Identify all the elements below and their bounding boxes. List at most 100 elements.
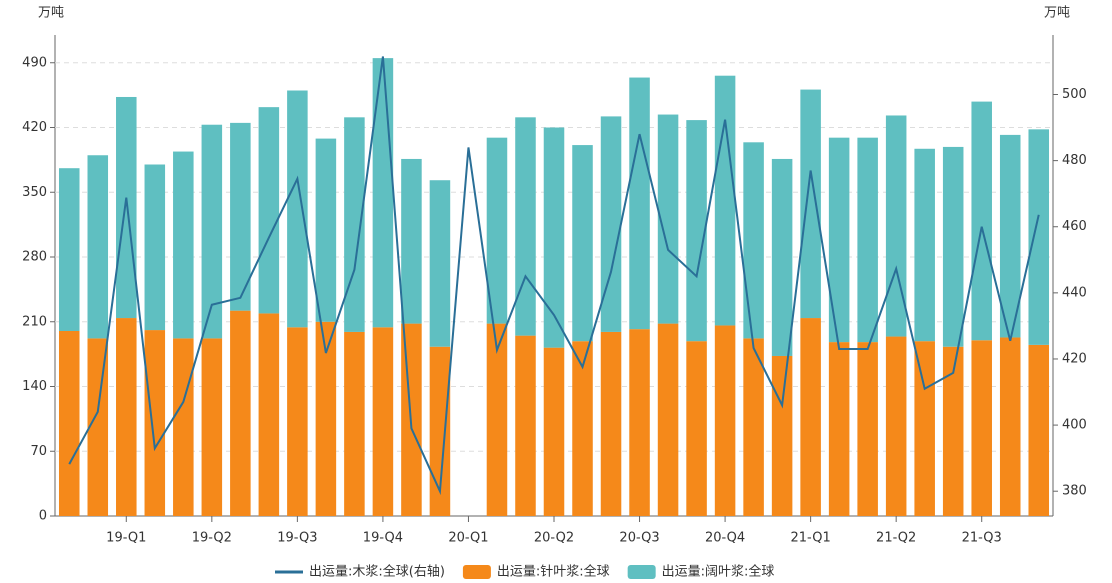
bar bbox=[885, 336, 907, 516]
bar bbox=[173, 151, 194, 339]
legend-swatch bbox=[627, 565, 656, 579]
bar bbox=[315, 138, 337, 322]
bar bbox=[230, 122, 251, 311]
y2-tick-label: 480 bbox=[1062, 153, 1087, 168]
legend-swatch bbox=[462, 565, 491, 579]
bar bbox=[800, 318, 821, 516]
y2-tick-label: 460 bbox=[1062, 219, 1087, 234]
y-tick-label: 350 bbox=[22, 185, 47, 200]
bar bbox=[714, 75, 736, 326]
bar bbox=[686, 120, 707, 342]
x-tick-label: 19-Q1 bbox=[106, 531, 146, 546]
bar bbox=[800, 89, 821, 319]
bar bbox=[429, 180, 451, 347]
x-tick-label: 21-Q2 bbox=[876, 531, 916, 546]
bar bbox=[344, 117, 365, 332]
bar bbox=[144, 330, 166, 516]
bar bbox=[372, 327, 394, 516]
bar bbox=[201, 124, 223, 339]
bar bbox=[287, 90, 308, 328]
bar bbox=[771, 158, 793, 356]
y-tick-label: 490 bbox=[22, 55, 47, 70]
bar bbox=[486, 323, 508, 516]
bar bbox=[201, 338, 223, 516]
y-tick-label: 280 bbox=[22, 250, 47, 265]
bar bbox=[942, 146, 964, 347]
bar bbox=[971, 340, 992, 516]
bar bbox=[401, 158, 422, 324]
legend-label: 出运量:阔叶浆:全球 bbox=[662, 564, 775, 580]
bar bbox=[116, 96, 137, 319]
y-tick-label: 70 bbox=[30, 444, 47, 459]
bar bbox=[686, 341, 707, 516]
x-tick-label: 20-Q1 bbox=[448, 531, 488, 546]
bar bbox=[116, 318, 137, 516]
x-tick-label: 19-Q2 bbox=[192, 531, 232, 546]
x-tick-label: 20-Q3 bbox=[619, 531, 659, 546]
x-tick-label: 20-Q2 bbox=[534, 531, 574, 546]
y-unit: 万吨 bbox=[38, 6, 64, 21]
bar bbox=[315, 321, 337, 516]
x-tick-label: 21-Q3 bbox=[962, 531, 1002, 546]
bar bbox=[914, 341, 935, 516]
x-tick-label: 21-Q1 bbox=[791, 531, 831, 546]
y2-tick-label: 440 bbox=[1062, 285, 1087, 300]
bar bbox=[515, 117, 536, 336]
y-tick-label: 420 bbox=[22, 120, 47, 135]
bar bbox=[58, 168, 80, 331]
bar bbox=[771, 355, 793, 516]
y2-tick-label: 420 bbox=[1062, 351, 1087, 366]
x-tick-label: 19-Q4 bbox=[363, 531, 403, 546]
y2-unit: 万吨 bbox=[1044, 6, 1070, 21]
bar bbox=[600, 116, 622, 332]
y2-tick-label: 380 bbox=[1062, 484, 1087, 499]
bar bbox=[971, 101, 992, 341]
bar bbox=[999, 134, 1021, 338]
bar bbox=[885, 115, 907, 337]
x-tick-label: 20-Q4 bbox=[705, 531, 745, 546]
bar bbox=[999, 337, 1021, 516]
bar bbox=[1028, 129, 1050, 345]
bar bbox=[344, 331, 365, 516]
y2-tick-label: 400 bbox=[1062, 418, 1087, 433]
legend-label: 出运量:针叶浆:全球 bbox=[497, 564, 610, 580]
bar bbox=[743, 142, 764, 339]
bar bbox=[914, 148, 935, 342]
x-tick-label: 19-Q3 bbox=[277, 531, 317, 546]
bar bbox=[857, 342, 878, 516]
line bbox=[68, 56, 1040, 496]
bar bbox=[828, 137, 850, 343]
bar bbox=[828, 342, 850, 516]
bar bbox=[543, 347, 565, 516]
bar bbox=[144, 164, 166, 331]
bar bbox=[258, 313, 280, 516]
bar bbox=[629, 329, 650, 516]
bar bbox=[942, 346, 964, 516]
bar bbox=[572, 341, 593, 516]
bar bbox=[58, 331, 80, 516]
bar bbox=[657, 114, 679, 324]
bar bbox=[287, 327, 308, 516]
bar bbox=[372, 58, 394, 328]
bar bbox=[87, 338, 109, 516]
bar bbox=[743, 338, 764, 516]
bar bbox=[629, 77, 650, 330]
bar bbox=[486, 137, 508, 324]
bar bbox=[714, 325, 736, 516]
bar bbox=[87, 155, 109, 339]
bar bbox=[1028, 344, 1050, 516]
bar bbox=[429, 346, 451, 516]
bar bbox=[657, 323, 679, 516]
y-tick-label: 210 bbox=[22, 314, 47, 329]
bar bbox=[230, 310, 251, 516]
y-tick-label: 140 bbox=[22, 379, 47, 394]
legend-label: 出运量:木浆:全球(右轴) bbox=[309, 564, 445, 580]
bar bbox=[173, 338, 194, 516]
bar bbox=[857, 137, 878, 343]
bar bbox=[572, 145, 593, 342]
bar bbox=[258, 107, 280, 314]
y2-tick-label: 500 bbox=[1062, 87, 1087, 102]
bar bbox=[543, 127, 565, 348]
bar bbox=[515, 335, 536, 516]
